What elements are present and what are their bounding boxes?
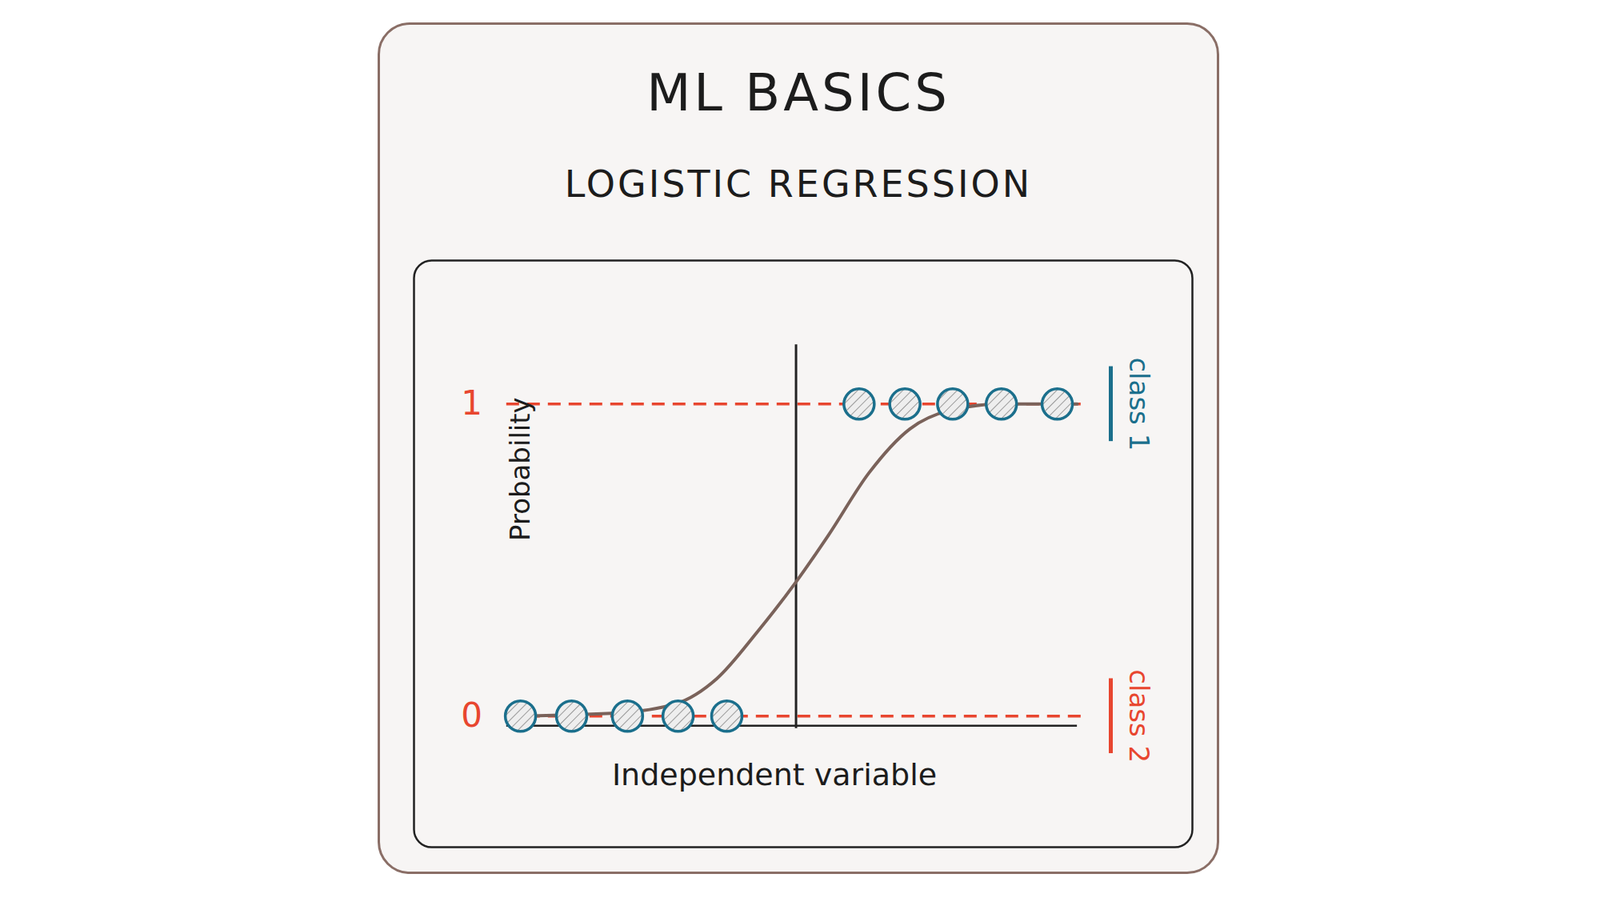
svg-text:class 2: class 2 [1123,668,1156,763]
html-text:ML BASICS: ML BASICS [646,63,951,123]
svg-text:Independent variable: Independent variable [612,756,937,792]
svg-text:1: 1 [460,383,483,423]
svg-text:0: 0 [460,695,483,735]
html-text:LOGISTIC REGRESSION: LOGISTIC REGRESSION [564,162,1033,206]
svg-text:Probability: Probability [504,396,536,541]
svg-text:class 1: class 1 [1123,356,1156,451]
